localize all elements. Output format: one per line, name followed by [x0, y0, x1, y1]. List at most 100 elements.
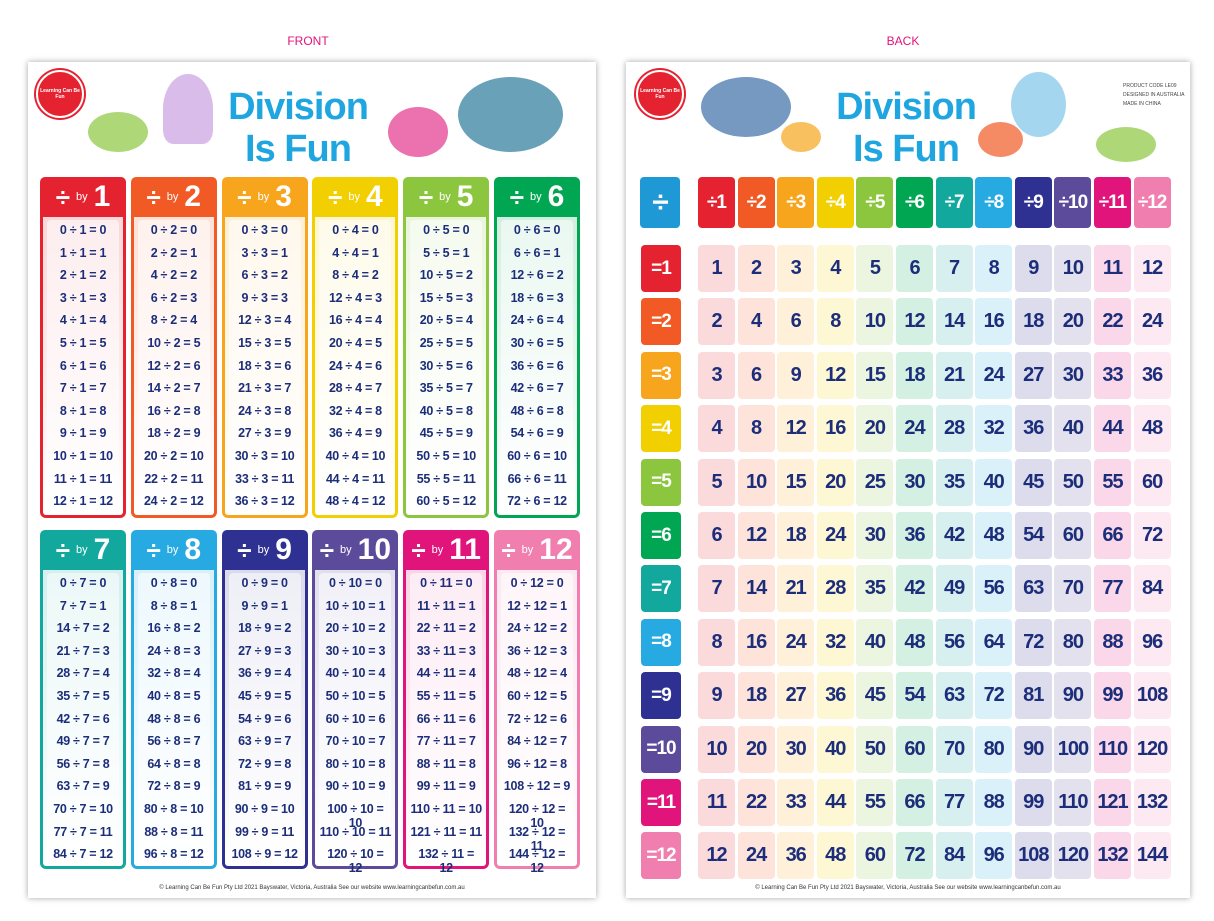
grid-cell: 6 [896, 245, 933, 292]
column-header: ÷5 [856, 177, 894, 228]
equation: 2 ÷ 2 = 1 [150, 245, 198, 260]
back-sheet: Learning Can Be Fun Division Is Fun PRODU… [626, 62, 1190, 898]
grid-cell: 4 [816, 245, 854, 292]
grid-cell: 54 [1014, 512, 1052, 559]
equation: 66 ÷ 11 = 6 [416, 711, 476, 726]
equation: 72 ÷ 12 = 6 [507, 711, 567, 726]
grid-cell: 72 [975, 672, 1013, 720]
equation: 9 ÷ 3 = 3 [241, 290, 288, 305]
equation: 60 ÷ 6 = 10 [507, 449, 567, 463]
equation: 20 ÷ 4 = 5 [328, 336, 382, 350]
grid-cell: 35 [935, 458, 973, 506]
table-inner: 0 ÷ 9 = 0 9 ÷ 9 = 1 18 ÷ 9 = 2 27 ÷ 9 = 3 36… [228, 573, 301, 862]
equation: 21 ÷ 3 = 7 [238, 381, 292, 396]
grid-cell: 84 [935, 832, 973, 880]
equation: 4 ÷ 1 = 4 [59, 313, 107, 328]
divisor: 10 [357, 533, 392, 566]
equation: 56 ÷ 7 = 8 [56, 756, 110, 771]
equation: 24 ÷ 3 = 8 [238, 403, 292, 418]
table-header: ÷ by 8 [130, 530, 217, 570]
grid-cell: 16 [737, 618, 775, 666]
grid-cell: 48 [975, 512, 1013, 559]
equation: 48 ÷ 4 = 12 [325, 494, 386, 509]
table-inner: 0 ÷ 10 = 0 10 ÷ 10 = 1 20 ÷ 10 = 2 30 ÷ 10 … [319, 573, 391, 875]
equation: 132 ÷ 12 = 11 [508, 824, 566, 853]
divide-sign: ÷ [509, 181, 524, 212]
logo: Learning Can Be Fun [636, 70, 684, 118]
equation: 12 ÷ 3 = 4 [238, 313, 292, 328]
whale [458, 77, 563, 152]
equation: 8 ÷ 1 = 8 [59, 403, 107, 418]
equation: 22 ÷ 11 = 2 [416, 621, 476, 636]
equation: 80 ÷ 10 = 8 [325, 756, 386, 771]
table-header: ÷ by 5 [403, 177, 490, 217]
grid-cell: 12 [777, 405, 815, 453]
equation: 96 ÷ 8 = 12 [144, 847, 204, 862]
equation: 63 ÷ 7 = 9 [56, 779, 110, 794]
grid-cell: 96 [1133, 618, 1171, 666]
equation: 22 ÷ 2 = 11 [144, 471, 204, 486]
grid-cell: 44 [1094, 405, 1131, 453]
grid-cell: 110 [1094, 725, 1131, 773]
equation: 0 ÷ 12 = 0 [510, 576, 564, 590]
equation: 12 ÷ 4 = 3 [328, 290, 382, 305]
grid-cell: 2 [737, 245, 775, 292]
equation: 3 ÷ 1 = 3 [59, 290, 107, 305]
equation: 90 ÷ 9 = 10 [234, 802, 295, 816]
equation: 35 ÷ 5 = 7 [419, 381, 473, 396]
row-header: =5 [641, 458, 681, 506]
grid-cell: 24 [777, 618, 815, 666]
equation: 28 ÷ 4 = 7 [328, 381, 382, 396]
equation: 77 ÷ 7 = 11 [53, 824, 113, 839]
grid-cell: 32 [816, 618, 854, 666]
grid-cell: 60 [856, 832, 894, 880]
grid-cell: 55 [856, 779, 894, 826]
grid-cell: 7 [935, 245, 973, 292]
grid-cell: 40 [816, 725, 854, 773]
divide-sign: ÷ [411, 534, 426, 565]
grid-cell: 108 [1014, 832, 1052, 880]
equation: 7 ÷ 1 = 7 [59, 381, 107, 396]
equation: 30 ÷ 10 = 3 [325, 643, 386, 658]
table-header: ÷ by 9 [221, 530, 308, 570]
grid-cell: 14 [737, 565, 775, 613]
grid-cell: 36 [1014, 405, 1052, 453]
table-header: ÷ by 2 [130, 177, 217, 217]
grid-cell: 18 [737, 672, 775, 720]
grid-cell: 77 [1094, 565, 1131, 613]
equation: 33 ÷ 3 = 11 [235, 471, 294, 486]
equation: 11 ÷ 11 = 1 [417, 598, 476, 613]
grid-cell: 45 [1014, 458, 1052, 506]
goldfish [978, 122, 1023, 157]
footer: © Learning Can Be Fun Pty Ltd 2021 Baysw… [755, 885, 1061, 891]
grid-cell: 12 [698, 832, 735, 880]
divide-sign: ÷ [319, 534, 335, 565]
grid-cell: 40 [1054, 405, 1092, 453]
equation: 144 ÷ 12 = 12 [508, 847, 566, 876]
equation: 48 ÷ 6 = 8 [510, 403, 564, 418]
equation: 10 ÷ 2 = 5 [147, 336, 201, 350]
grid-cell: 10 [856, 298, 894, 346]
equation: 36 ÷ 12 = 3 [507, 643, 567, 658]
equation: 4 ÷ 2 = 2 [150, 268, 198, 283]
grid-cell: 100 [1054, 725, 1092, 773]
product-info-line: PRODUCT CODE LE09 [1123, 83, 1177, 89]
grid-cell: 28 [816, 565, 854, 613]
grid-cell: 10 [1054, 245, 1092, 292]
row-header: =6 [641, 512, 681, 559]
divide-sign: ÷ [237, 534, 252, 565]
equation: 55 ÷ 11 = 5 [416, 689, 476, 703]
grid-cell: 70 [1054, 565, 1092, 613]
grid-cell: 3 [698, 351, 735, 399]
grid-cell: 9 [777, 351, 815, 399]
grid-cell: 10 [698, 725, 735, 773]
grid-cell: 99 [1014, 779, 1052, 826]
equation: 36 ÷ 6 = 6 [510, 358, 564, 373]
grid-cell: 72 [1014, 618, 1052, 666]
grid-cell: 24 [975, 351, 1013, 399]
table-body: 0 ÷ 4 = 0 4 ÷ 4 = 1 8 ÷ 4 = 2 12 ÷ 4 = 3 16 … [312, 217, 399, 518]
by-text: by [166, 191, 179, 203]
grid-cell: 60 [1054, 512, 1092, 559]
grid-cell: 15 [777, 458, 815, 506]
grid-cell: 66 [896, 779, 933, 826]
